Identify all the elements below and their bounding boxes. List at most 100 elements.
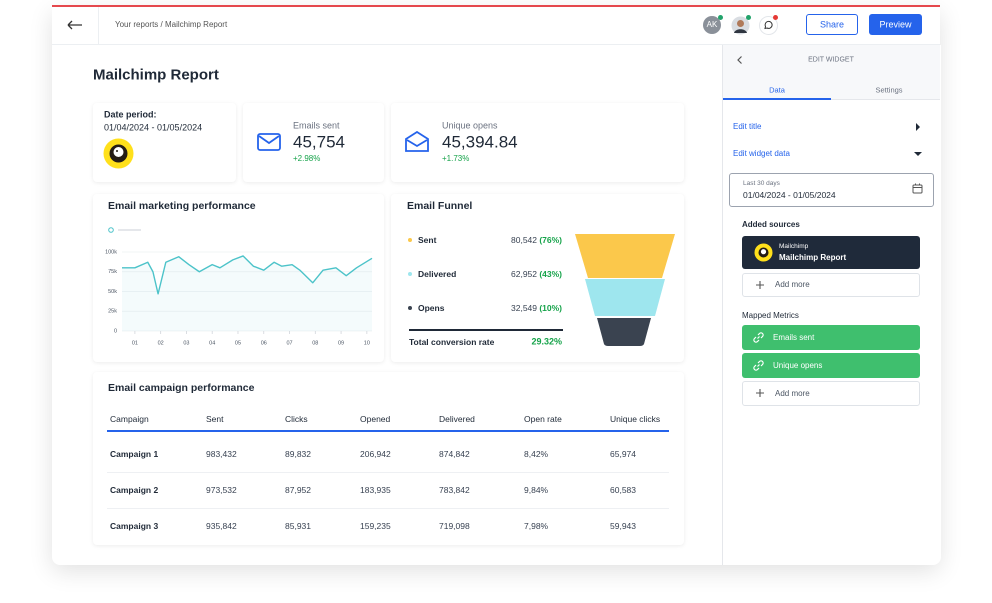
metric-chip[interactable] [742,325,920,350]
table-cell: 983,432 [206,448,237,459]
link-icon [753,360,764,371]
funnel-segment [597,318,651,346]
column-header: Opened [360,413,391,424]
date-hint: Last 30 days [743,179,780,187]
table-cell: 87,952 [285,484,311,495]
stage-name: Opens [418,302,445,313]
source-logo [754,243,773,262]
x-tick-label: 04 [209,340,215,346]
panel-back[interactable] [736,55,744,65]
table-cell: 206,942 [360,448,391,459]
kpi-change: +2.98% [293,154,321,163]
add-source-label: Add more [775,280,810,289]
y-tick-label: 50k [108,289,117,295]
funnel-shape [575,234,675,346]
header-separator [98,7,99,44]
email-icon [257,133,281,151]
x-tick-label: 03 [183,340,189,346]
table-cell: 8,42% [524,448,549,459]
tab-rule [723,98,940,100]
edit-data-link[interactable]: Edit widget data [733,149,790,158]
metric-chip[interactable] [742,353,920,378]
column-header: Unique clicks [610,413,661,424]
x-tick-label: 06 [261,340,267,346]
header-divider [52,44,940,45]
preview-button[interactable] [869,14,922,35]
table-card [93,372,684,545]
breadcrumb[interactable]: Your reports / Mailchimp Report [115,20,228,29]
table-cell: 973,532 [206,484,237,495]
date-picker[interactable] [729,173,934,207]
back-button[interactable] [66,19,84,31]
funnel-segment [575,234,675,278]
avatar-photo[interactable] [731,16,750,35]
funnel-segment [585,279,665,316]
table-cell: Campaign 2 [110,484,159,495]
total-label: Total conversion rate [409,336,495,347]
y-tick-label: 100k [105,249,117,255]
stage-percent: (43%) [539,268,562,279]
x-tick-label: 02 [158,340,164,346]
link-icon [753,332,764,343]
notification-dot [773,15,778,20]
table-cell: 85,931 [285,520,311,531]
kpi-label: Unique opens [442,120,498,131]
date-range: 01/04/2024 - 01/05/2024 [104,122,203,133]
sources-label: Added sources [742,220,800,229]
column-header: Delivered [439,413,475,424]
y-tick-label: 75k [108,269,117,275]
comments-button[interactable] [759,16,778,35]
table-cell: Campaign 1 [110,448,159,459]
add-metric[interactable] [742,381,920,406]
x-tick-label: 08 [312,340,318,346]
table-cell: 65,974 [610,448,636,459]
metric-name: Emails sent [773,332,815,342]
table-cell: 59,943 [610,520,636,531]
line-chart: 0 25k 50k 75k 100k 01 02 03 04 05 06 07 08 09 10 [105,227,373,346]
avatar-text: AK [706,20,718,29]
table-cell: Campaign 3 [110,520,159,531]
stage-dot [408,306,412,310]
status-dot [746,15,751,20]
edit-panel [722,45,941,565]
table-cell: 719,098 [439,520,470,531]
stage-value: 62,952 [511,268,537,279]
share-button[interactable] [806,14,858,35]
x-tick-label: 10 [364,340,370,346]
stage-name: Delivered [418,268,457,279]
kpi-change: +1.73% [442,154,470,163]
table-title: Email campaign performance [108,381,255,394]
tab[interactable]: Settings [875,85,903,95]
edit-title-link[interactable]: Edit title [733,122,762,131]
column-header: Open rate [524,413,562,424]
active-tab-indicator [723,97,831,100]
tab[interactable]: Data [769,85,785,95]
avatar-initials[interactable] [703,16,721,34]
stage-value: 32,549 [511,302,537,313]
table-cell: 89,832 [285,448,311,459]
kpi-card [391,103,684,182]
table-cell: 60,583 [610,484,636,495]
x-tick-label: 09 [338,340,344,346]
source-name: Mailchimp Report [779,253,847,262]
open-email-icon [405,131,429,152]
add-metric-label: Add more [775,388,810,398]
table-header-rule [107,430,669,432]
expand-arrow[interactable] [914,123,922,131]
table-cell: 935,842 [206,520,237,531]
metrics-label: Mapped Metrics [742,311,799,320]
panel-header [723,45,940,100]
series-line [122,255,373,295]
add-source[interactable] [742,273,920,297]
stage-dot [408,272,412,276]
calendar-icon [912,183,923,194]
collapse-arrow[interactable] [914,150,922,158]
table-cell: 159,235 [360,520,391,531]
report-title: Mailchimp Report [93,66,219,84]
status-dot [718,15,723,20]
y-tick-label: 0 [114,328,117,334]
total-value: 29.32% [531,336,562,347]
chart-title: Email marketing performance [108,199,256,212]
row-divider [107,472,669,473]
table-cell: 783,842 [439,484,470,495]
